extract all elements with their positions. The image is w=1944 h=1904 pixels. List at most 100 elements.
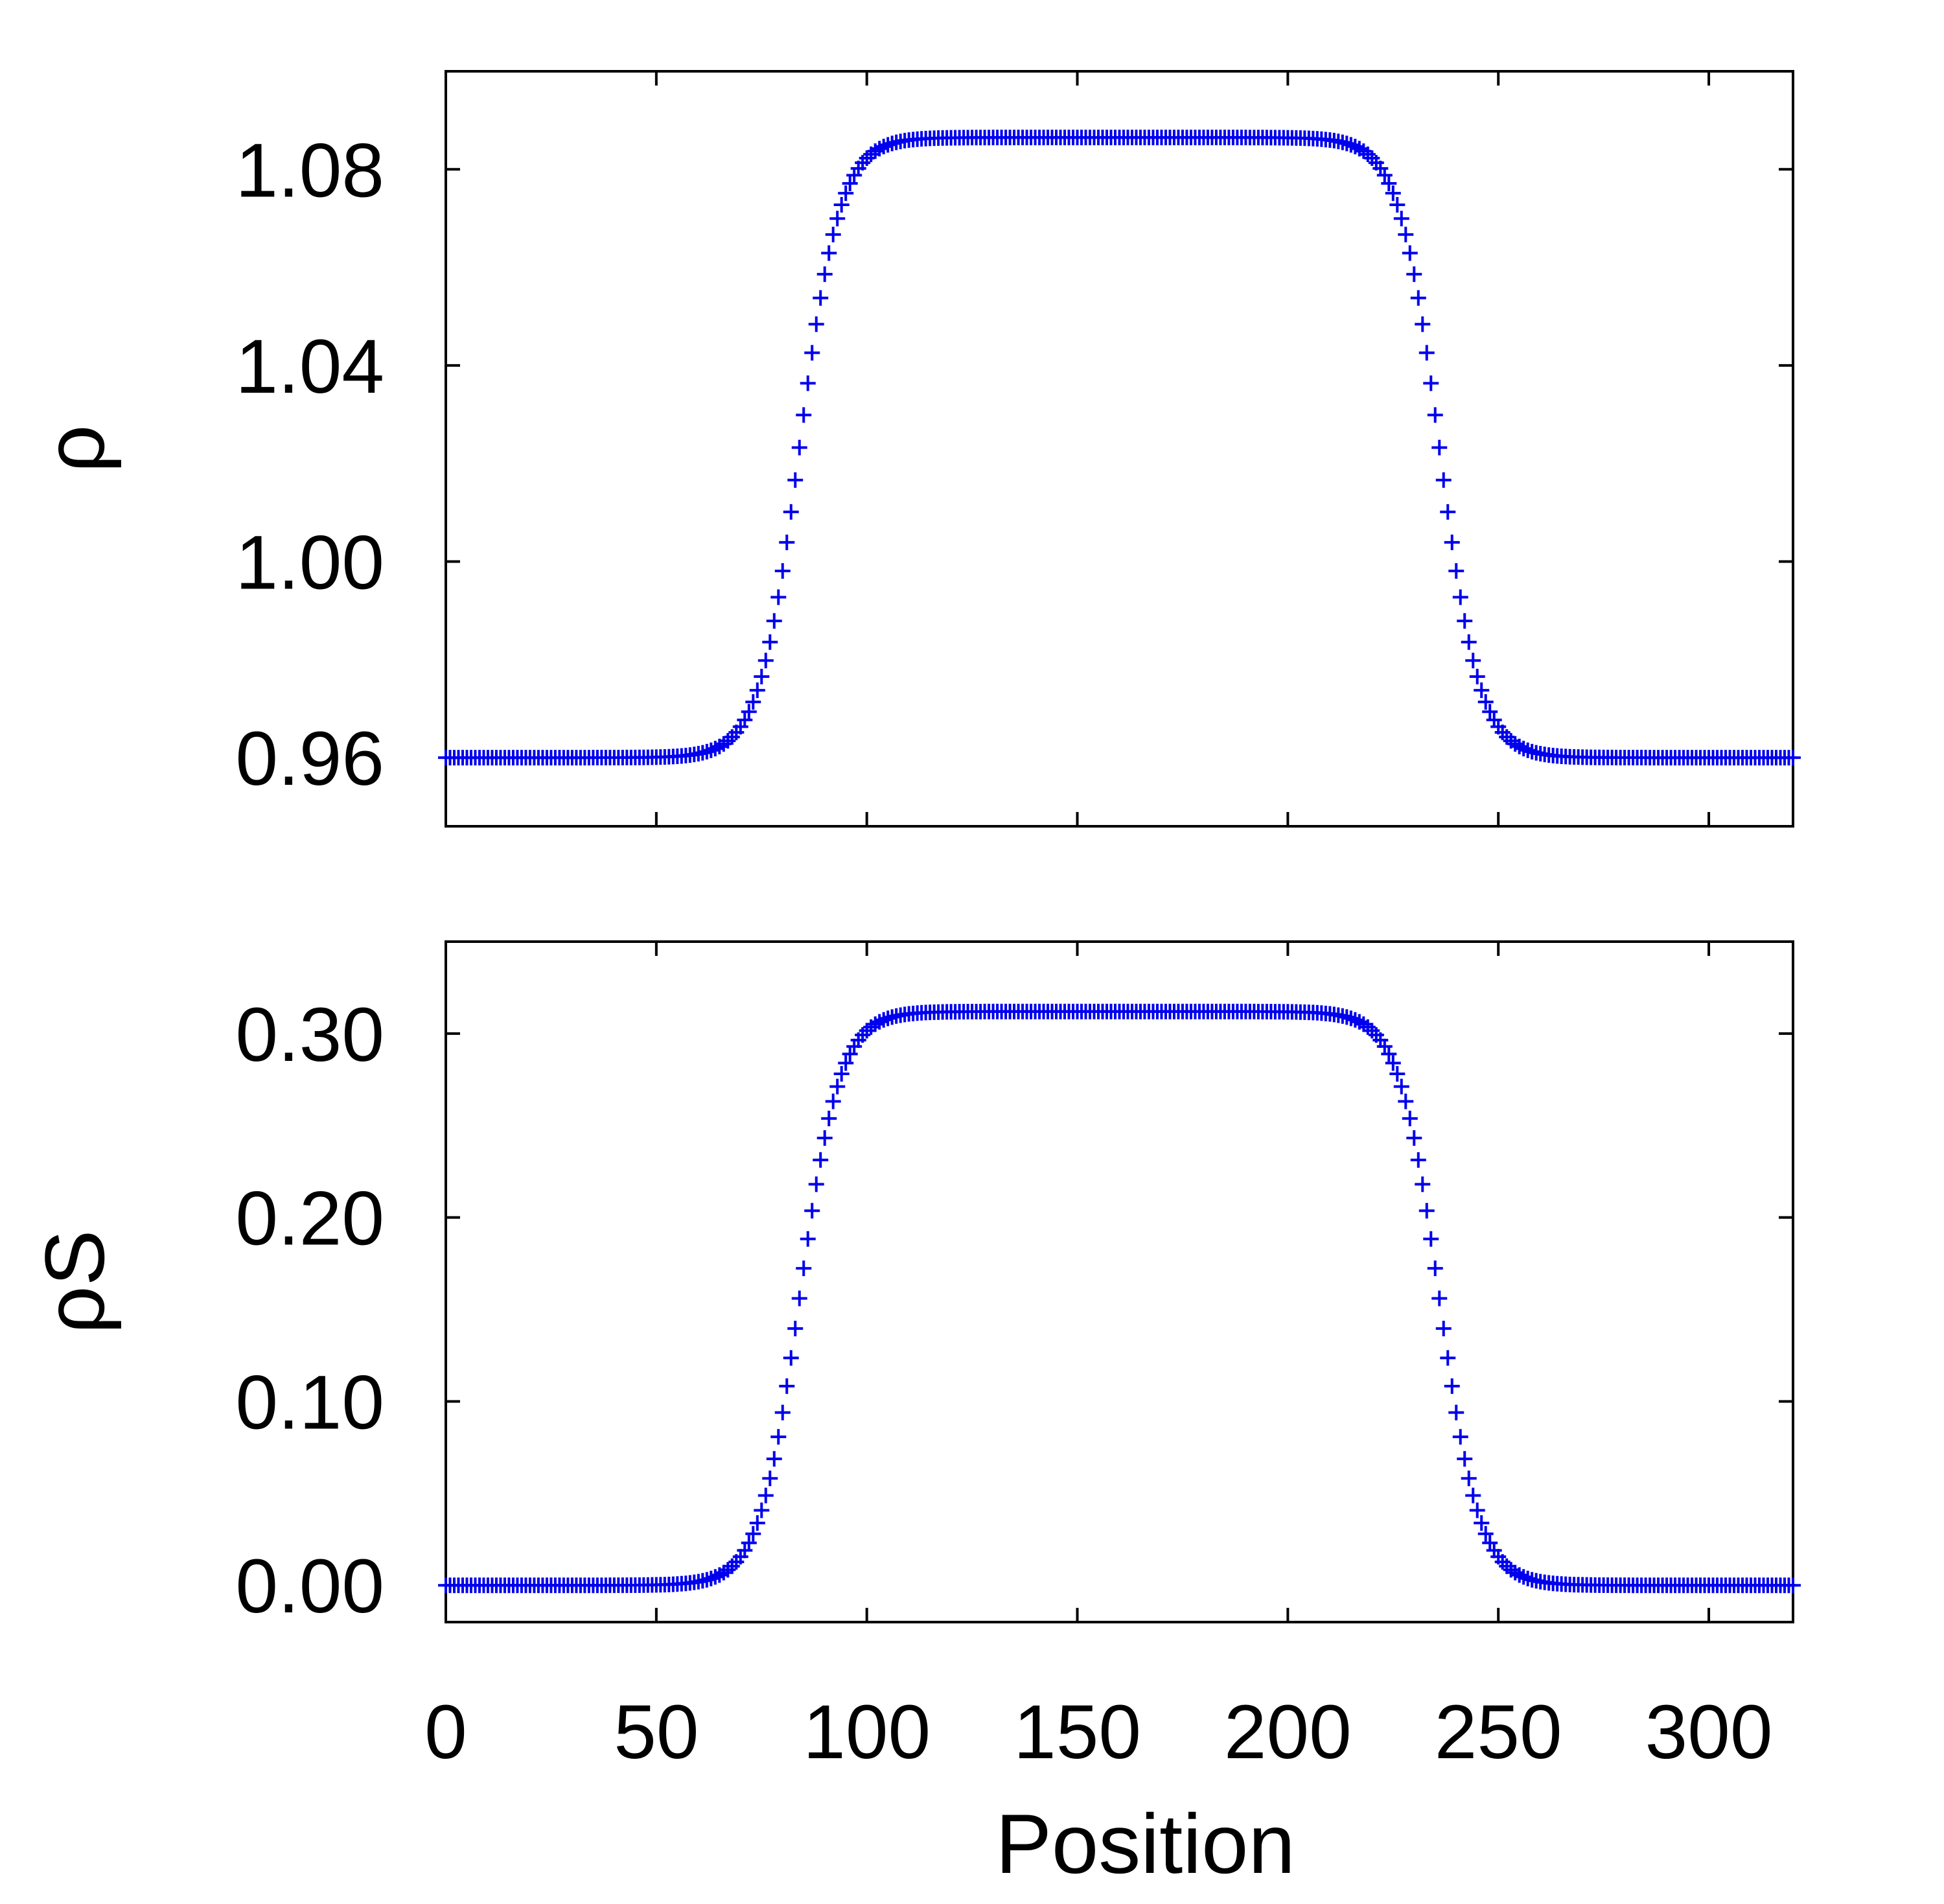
data-point <box>842 175 858 191</box>
data-point <box>838 1055 854 1071</box>
data-point <box>1431 1290 1448 1306</box>
data-point <box>1402 1110 1418 1126</box>
data-point <box>1440 1350 1456 1366</box>
data-point <box>1402 245 1418 261</box>
data-point <box>825 1093 841 1109</box>
data-point <box>766 613 782 629</box>
data-point <box>1448 1404 1464 1421</box>
data-point <box>779 1378 795 1394</box>
data-point <box>737 712 753 728</box>
y-tick-label: 1.04 <box>235 324 384 410</box>
data-point <box>783 1350 799 1366</box>
data-point <box>1381 175 1397 191</box>
data-point <box>816 1130 833 1146</box>
data-point <box>1398 1093 1414 1109</box>
data-point <box>804 345 820 361</box>
y-tick-label: 1.00 <box>235 520 384 605</box>
data-point <box>774 563 791 579</box>
data-point <box>1393 211 1409 227</box>
x-tick-label: 300 <box>1645 1689 1773 1775</box>
data-point <box>1474 1515 1490 1531</box>
y-axis-title: ρS <box>27 1230 122 1334</box>
data-point <box>833 1065 850 1082</box>
data-point <box>816 266 833 283</box>
data-point <box>1465 653 1481 669</box>
data-series <box>438 130 1801 766</box>
data-point <box>770 1429 787 1445</box>
data-point <box>1398 226 1414 242</box>
data-point <box>1427 1260 1443 1277</box>
data-point <box>1440 504 1456 520</box>
y-tick-label: 1.08 <box>235 128 384 213</box>
data-point <box>1444 1378 1460 1394</box>
y-axis-title: ρ <box>27 425 122 473</box>
data-point <box>1393 1078 1409 1095</box>
data-point <box>1435 472 1452 488</box>
data-point <box>1423 1231 1439 1247</box>
data-point <box>833 197 850 213</box>
data-point <box>1444 534 1460 550</box>
data-point <box>741 704 757 720</box>
plot-frame <box>445 940 1794 1623</box>
data-point <box>766 1451 782 1467</box>
data-point <box>808 1176 824 1192</box>
x-tick-label: 250 <box>1435 1689 1562 1775</box>
data-point <box>758 653 774 669</box>
data-point <box>749 682 765 699</box>
data-point <box>758 1487 774 1503</box>
data-point <box>1457 1451 1473 1467</box>
data-point <box>808 316 824 332</box>
data-point <box>1431 439 1448 456</box>
data-point <box>821 245 837 261</box>
data-point <box>796 1260 812 1277</box>
data-point <box>800 375 816 391</box>
data-point <box>1435 1320 1452 1336</box>
data-point <box>804 1203 820 1219</box>
data-point <box>1465 1487 1481 1503</box>
data-point <box>1785 750 1801 766</box>
data-point <box>821 1110 837 1126</box>
data-point <box>1410 290 1426 306</box>
data-point <box>1461 1470 1477 1487</box>
data-point <box>1482 704 1498 720</box>
data-point <box>787 1320 804 1336</box>
data-point <box>1415 316 1431 332</box>
data-point <box>1410 1152 1426 1168</box>
data-point <box>1452 589 1468 605</box>
data-point <box>1385 1055 1401 1071</box>
y-tick-label: 0.20 <box>235 1176 384 1262</box>
data-point <box>762 634 778 650</box>
data-point <box>1469 669 1485 685</box>
x-tick-label: 0 <box>424 1689 467 1775</box>
plot-frame <box>445 70 1794 828</box>
data-point <box>1474 682 1490 699</box>
x-tick-label: 50 <box>614 1689 699 1775</box>
data-point <box>1427 407 1443 423</box>
data-point <box>1389 197 1406 213</box>
data-point <box>1415 1176 1431 1192</box>
data-point <box>1418 1203 1435 1219</box>
data-point <box>754 669 770 685</box>
data-series <box>438 1003 1801 1594</box>
data-point <box>1418 345 1435 361</box>
y-tick-label: 0.10 <box>235 1360 384 1445</box>
data-point <box>741 1535 757 1551</box>
data-point <box>1423 375 1439 391</box>
data-point <box>779 534 795 550</box>
data-point <box>829 211 846 227</box>
y-tick-label: 0.30 <box>235 992 384 1078</box>
data-point <box>1385 185 1401 202</box>
y-tick-label: 0.00 <box>235 1544 384 1629</box>
data-point <box>1469 1502 1485 1518</box>
data-point <box>813 1152 829 1168</box>
data-point <box>783 504 799 520</box>
data-point <box>1452 1429 1468 1445</box>
x-tick-label: 100 <box>803 1689 931 1775</box>
data-point <box>1389 1065 1406 1082</box>
data-point <box>754 1502 770 1518</box>
data-point <box>1461 634 1477 650</box>
x-tick-label: 150 <box>1013 1689 1141 1775</box>
data-point <box>1406 1130 1422 1146</box>
data-point <box>770 589 787 605</box>
